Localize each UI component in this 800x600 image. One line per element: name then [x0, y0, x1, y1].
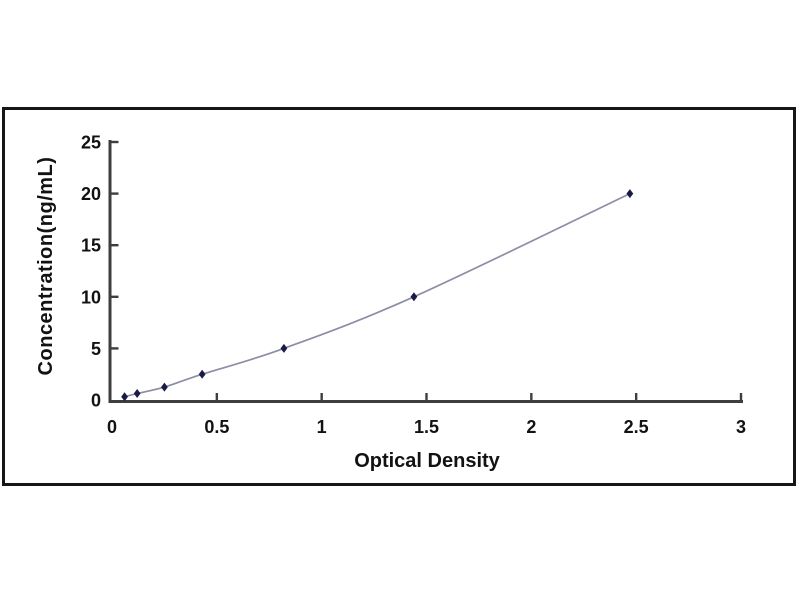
data-point-marker [410, 292, 418, 302]
standard-curve-line [124, 192, 631, 398]
x-axis-tick-label: 0 [107, 417, 117, 437]
x-axis-tick-label: 0.5 [204, 417, 229, 437]
x-axis-tick-label: 2 [526, 417, 536, 437]
y-axis-tick-label: 20 [81, 184, 101, 204]
x-axis-tick-label: 1 [317, 417, 327, 437]
y-axis-tick-label: 15 [81, 236, 101, 256]
y-axis-tick-label: 25 [81, 133, 101, 153]
plot-frame [2, 107, 796, 486]
y-axis-title: Concentration(ng/mL) [35, 156, 57, 376]
x-axis-tick-label: 3 [736, 417, 746, 437]
data-point-marker [280, 343, 288, 353]
x-axis-tick-label: 1.5 [414, 417, 439, 437]
data-point-marker [161, 382, 168, 392]
data-point-marker [198, 369, 206, 379]
data-point-marker [626, 189, 634, 199]
y-axis-tick-label: 0 [91, 391, 101, 411]
y-axis-tick-label: 5 [91, 339, 101, 359]
x-axis-title: Optical Density [354, 450, 500, 472]
data-point-marker [133, 389, 141, 399]
y-axis-tick-label: 10 [81, 287, 101, 307]
x-axis-tick-label: 2.5 [624, 417, 649, 437]
data-point-marker [121, 392, 128, 402]
